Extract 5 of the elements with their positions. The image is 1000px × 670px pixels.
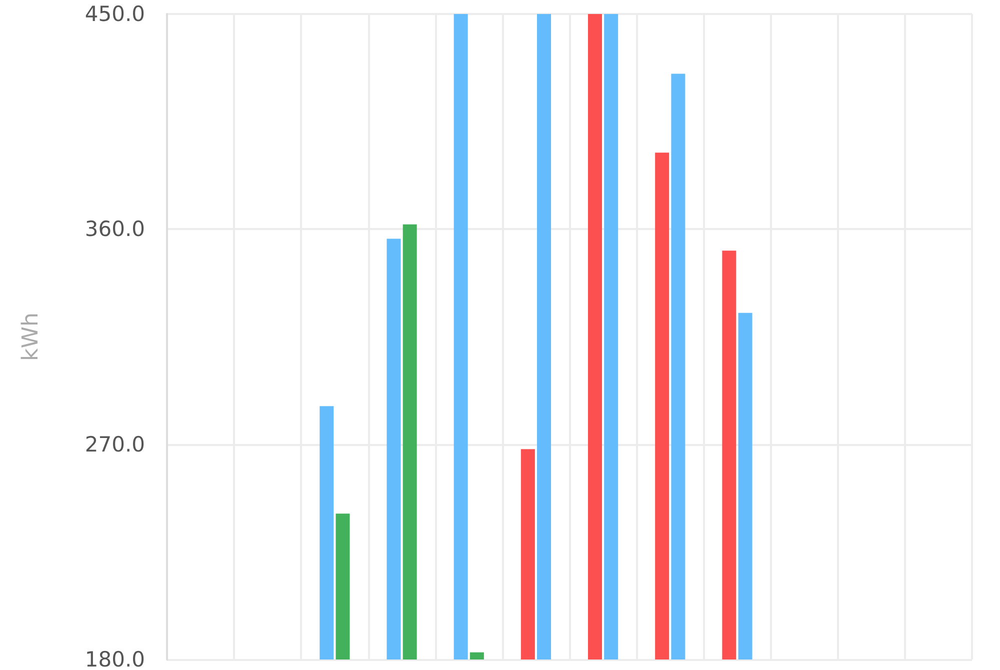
y-tick-label: 360.0: [84, 217, 145, 242]
y-tick-label: 180.0: [84, 648, 145, 670]
y-tick-label: 450.0: [84, 2, 145, 26]
y-axis-title: kWh: [18, 312, 44, 361]
y-tick-label: 270.0: [84, 432, 145, 456]
